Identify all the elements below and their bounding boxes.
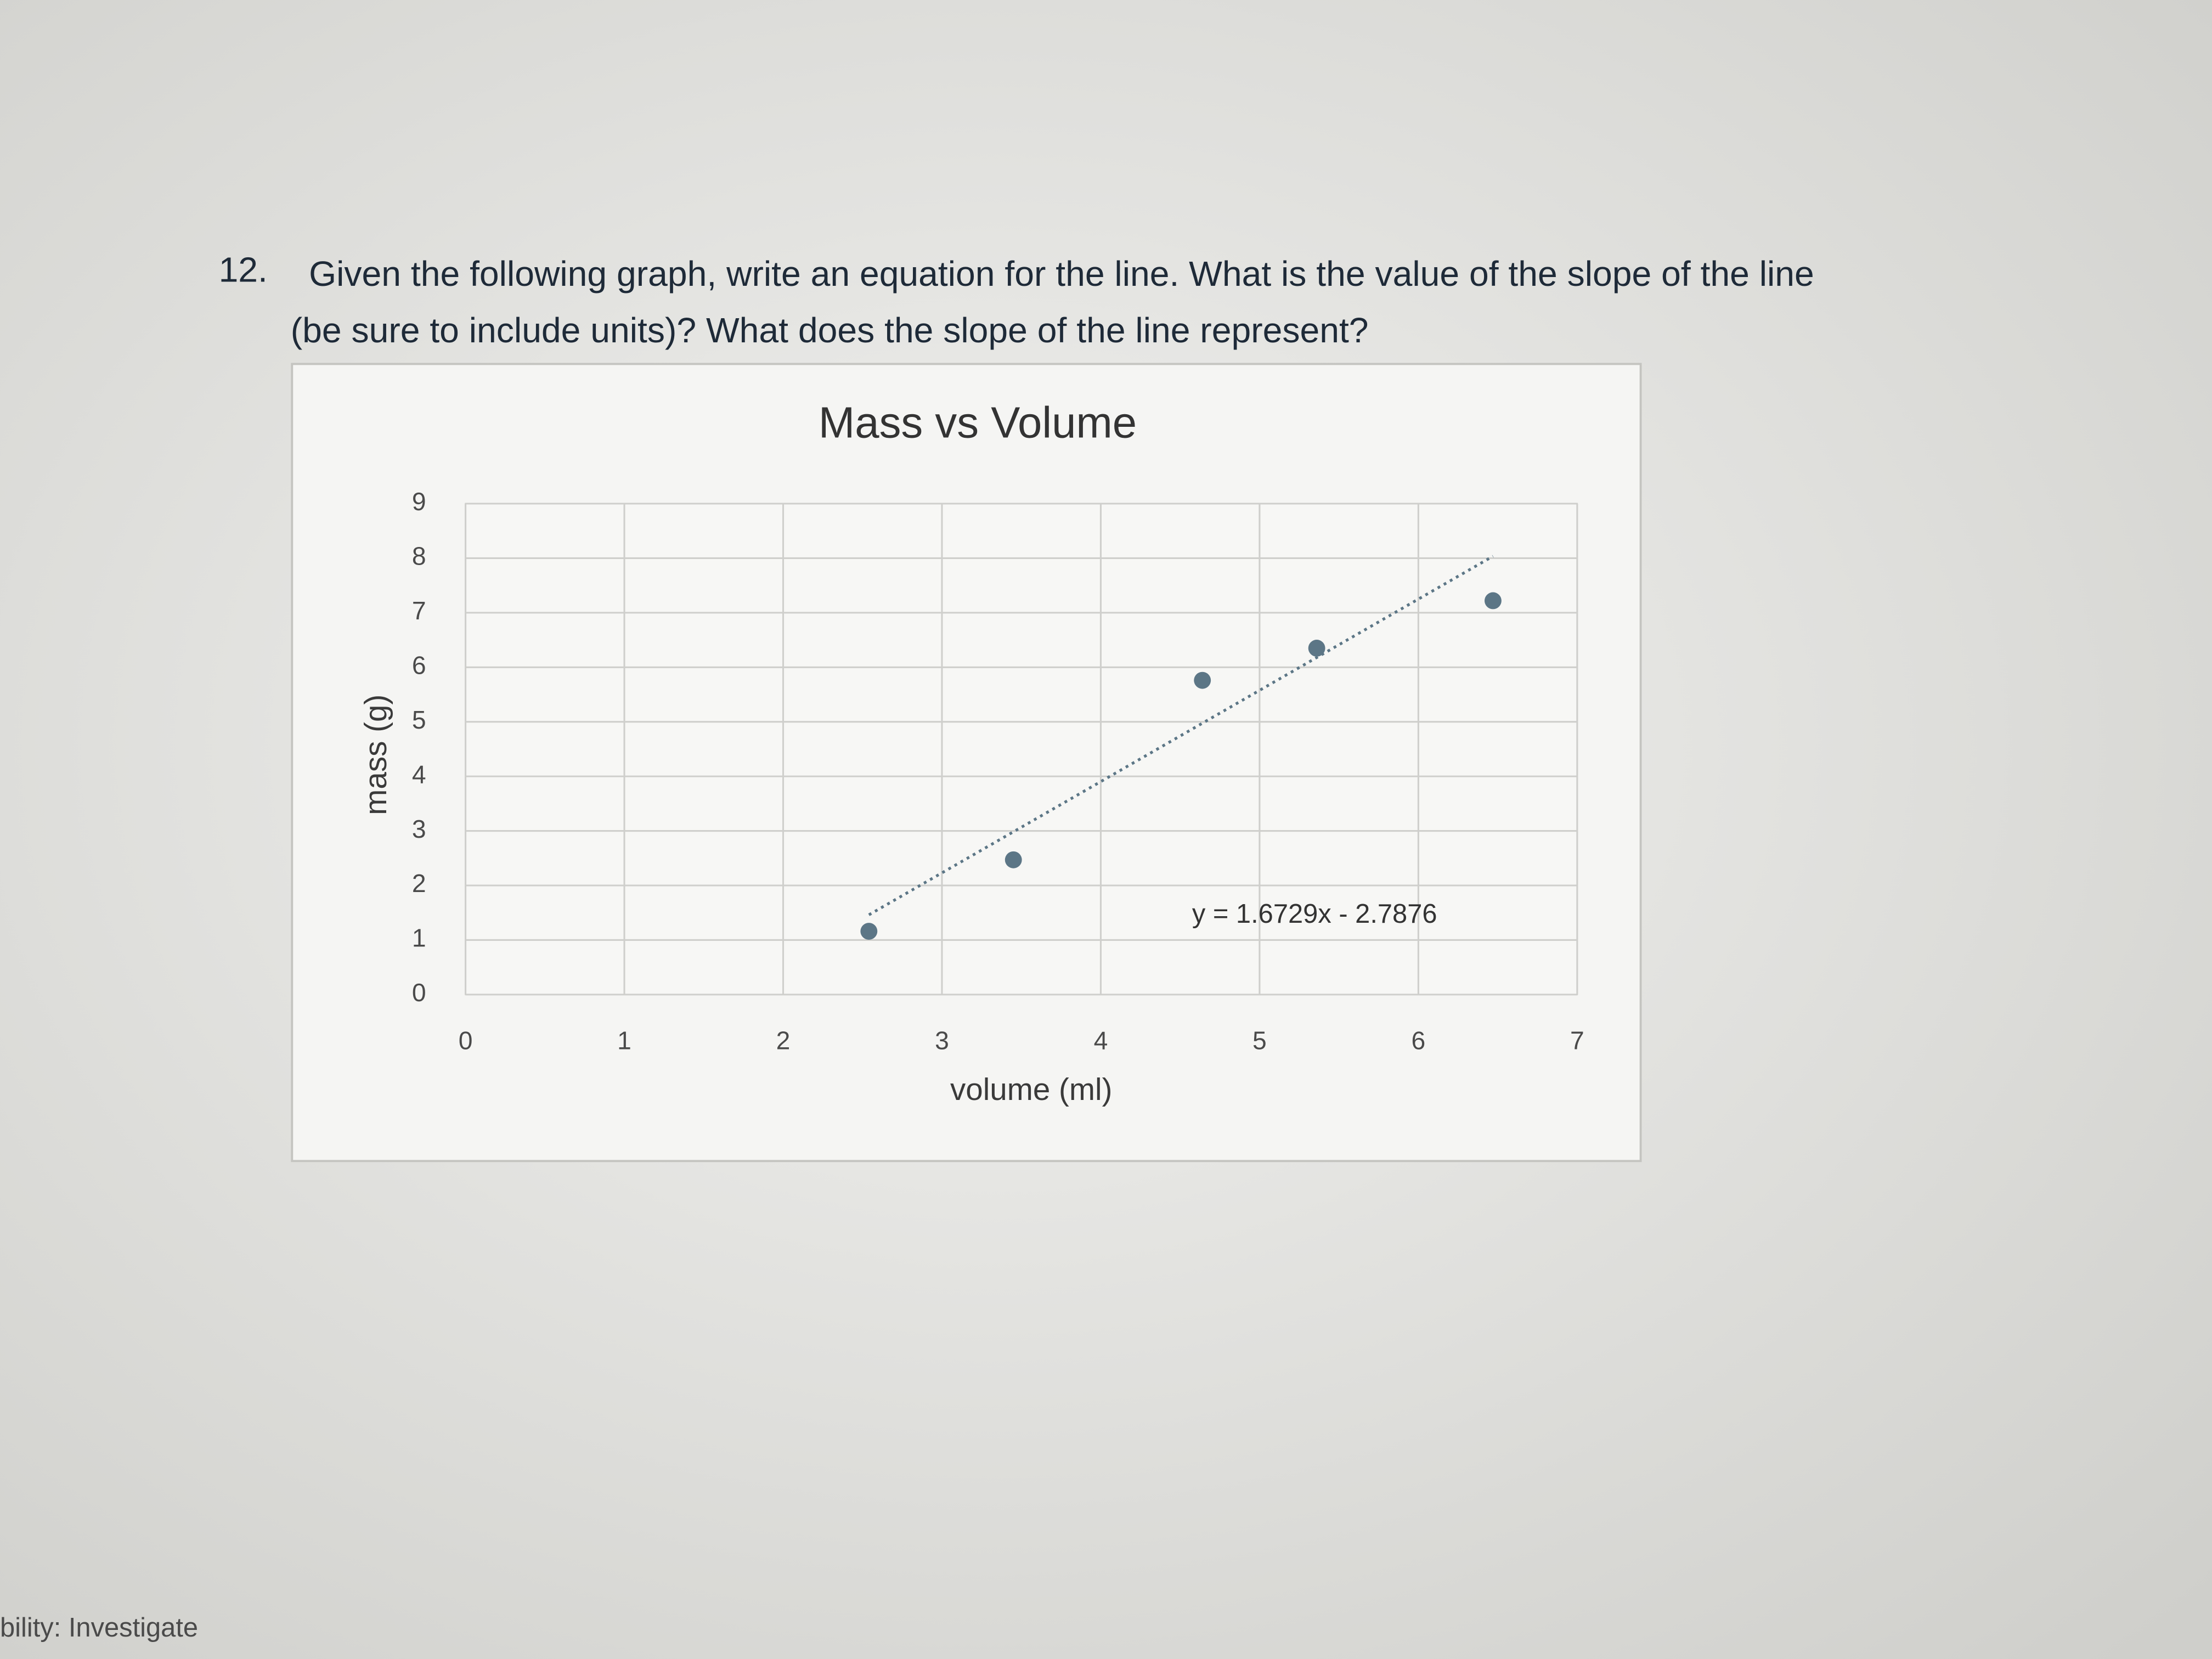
x-tick-label: 5 (1252, 1026, 1267, 1055)
y-tick-label: 3 (412, 815, 426, 843)
y-tick-label: 4 (412, 760, 426, 788)
x-axis-label: volume (ml) (950, 1072, 1112, 1107)
y-tick-label: 2 (412, 869, 426, 898)
data-point (1485, 592, 1502, 610)
x-tick-label: 2 (776, 1026, 791, 1055)
status-text: bility: Investigate (0, 1613, 198, 1643)
data-point (1308, 640, 1325, 657)
y-tick-label: 9 (412, 487, 426, 516)
x-tick-label: 1 (617, 1026, 631, 1055)
y-tick-label: 0 (412, 978, 426, 1007)
x-tick-label: 7 (1570, 1026, 1584, 1055)
y-tick-label: 1 (412, 924, 426, 952)
y-axis-label: mass (g) (358, 695, 393, 815)
data-point (1194, 672, 1211, 689)
trendline-equation: y = 1.6729x - 2.7876 (1192, 899, 1437, 929)
x-tick-label: 6 (1412, 1026, 1426, 1055)
x-tick-label: 0 (459, 1026, 473, 1055)
trendline (868, 555, 1494, 916)
x-tick-label: 3 (935, 1026, 949, 1055)
question-line: Given the following graph, write an equa… (309, 254, 1814, 294)
y-tick-label: 6 (412, 651, 426, 680)
x-tick-label: 4 (1094, 1026, 1108, 1055)
y-tick-label: 8 (412, 542, 426, 571)
y-tick-label: 7 (412, 596, 426, 625)
data-point (860, 923, 878, 940)
question-line: (be sure to include units)? What does th… (291, 311, 1369, 350)
chart-title: Mass vs Volume (819, 398, 1137, 447)
data-point (1005, 851, 1022, 868)
question-number: 12. (219, 250, 268, 289)
y-tick-label: 5 (412, 706, 426, 734)
